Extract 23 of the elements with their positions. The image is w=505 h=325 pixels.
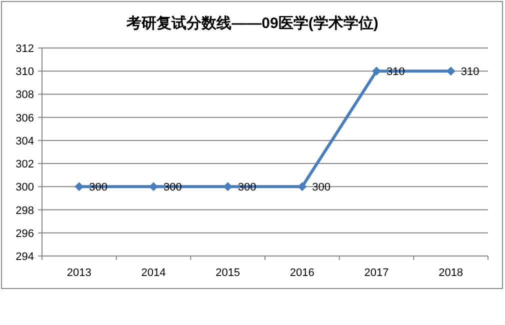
- y-tick-label: 308: [16, 89, 34, 102]
- y-tick-label: 294: [16, 251, 34, 263]
- y-tick-label: 312: [16, 43, 34, 55]
- x-tick-label: 2015: [216, 267, 240, 279]
- y-tick-label: 304: [16, 135, 34, 148]
- y-tick-label: 300: [16, 182, 34, 194]
- data-label: 310: [386, 66, 405, 78]
- x-tick-label: 2018: [438, 267, 464, 279]
- x-tick-label: 2014: [141, 267, 166, 279]
- data-label: 300: [238, 182, 256, 194]
- y-tick-label: 296: [16, 228, 34, 240]
- y-tick-label: 302: [16, 158, 34, 171]
- data-label: 300: [312, 182, 331, 194]
- y-tick-label: 306: [16, 112, 34, 124]
- x-tick-label: 2017: [364, 267, 389, 279]
- chart-title: 考研复试分数线——09医学(学术学位): [126, 15, 378, 32]
- data-label: 300: [164, 182, 182, 194]
- y-tick-label: 310: [16, 66, 34, 78]
- data-label: 300: [89, 182, 108, 194]
- x-tick-label: 2016: [290, 267, 314, 279]
- y-tick-label: 298: [16, 204, 34, 217]
- data-label: 310: [460, 66, 480, 78]
- x-tick-label: 2013: [66, 267, 92, 279]
